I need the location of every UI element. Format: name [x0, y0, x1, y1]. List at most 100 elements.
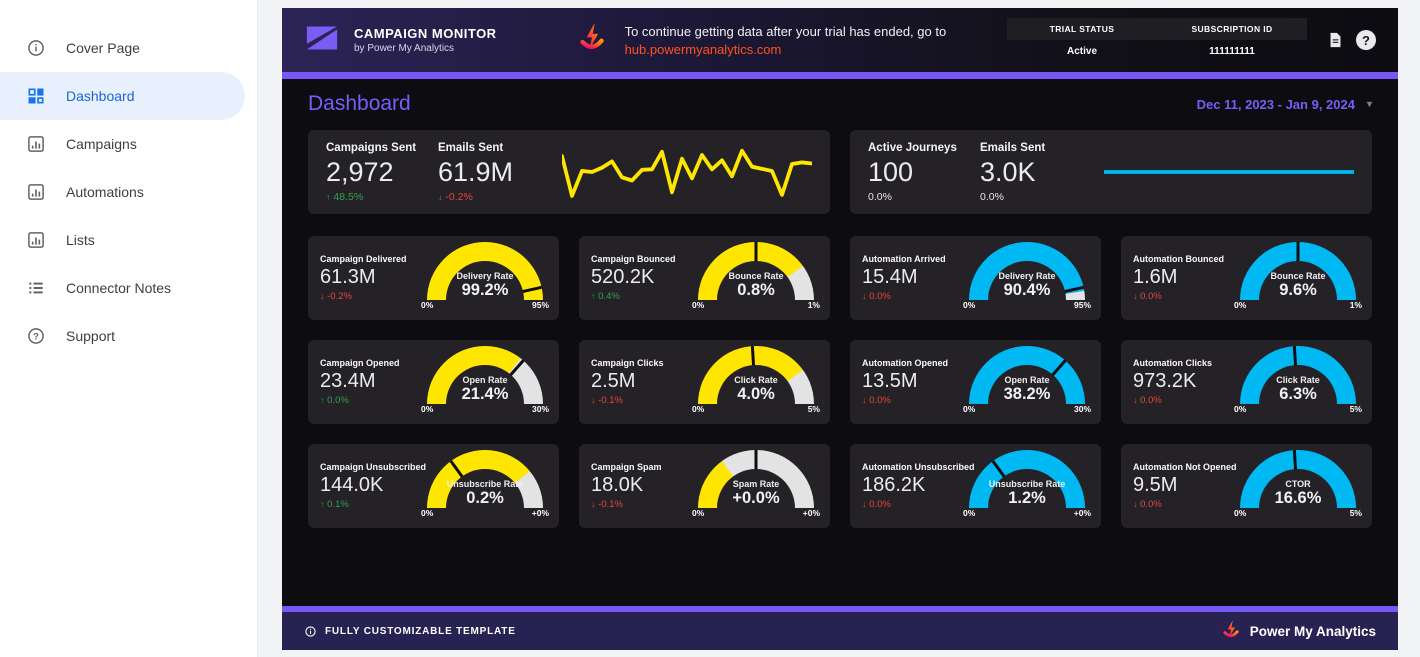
footer-text: FULLY CUSTOMIZABLE TEMPLATE	[325, 625, 516, 637]
gauge-min-label: 0%	[1234, 404, 1247, 414]
gauge-delta: ↓ 0.0%	[862, 291, 891, 302]
sidebar-item-lists[interactable]: Lists	[0, 216, 245, 264]
delta-arrow-icon: ↓	[862, 395, 867, 405]
sidebar-item-cover-page[interactable]: Cover Page	[0, 24, 245, 72]
date-range-value: Dec 11, 2023 - Jan 9, 2024	[1196, 96, 1355, 112]
down-arrow-icon: ↓	[438, 191, 443, 202]
campaign-monitor-brand: CAMPAIGN MONITOR by Power My Analytics	[304, 20, 497, 61]
gauge-rate-label: Bounce Rate	[728, 271, 784, 281]
delta-arrow-icon: ↓	[1133, 395, 1138, 405]
gauge-chart: Unsubscribe Rate 1.2% 0% +0%	[963, 450, 1091, 518]
gauge-card: Automation Opened 13.5M ↓ 0.0% Open Rate…	[850, 340, 1101, 424]
gauge-card: Automation Arrived 15.4M ↓ 0.0% Delivery…	[850, 236, 1101, 320]
gauge-rate-label: Bounce Rate	[1270, 271, 1326, 281]
gauge-title: Campaign Spam	[591, 462, 662, 472]
gauge-rate-value: +0.0%	[732, 489, 780, 507]
brand-subtitle: by Power My Analytics	[354, 43, 455, 54]
gauge-min-label: 0%	[421, 508, 434, 518]
gauge-rate-label: Unsubscribe Rate	[988, 479, 1066, 489]
gauge-value: 61.3M	[320, 266, 376, 288]
gauge-rate-label: Open Rate	[1004, 375, 1050, 385]
gauge-rate-value: 0.2%	[466, 489, 504, 507]
chart-icon	[26, 182, 46, 202]
chevron-down-icon: ▾	[1366, 98, 1372, 110]
gauge-max-label: +0%	[1073, 508, 1091, 518]
sidebar-item-automations[interactable]: Automations	[0, 168, 245, 216]
delta-arrow-icon: ↑	[591, 291, 596, 301]
gauge-value: 973.2K	[1133, 370, 1197, 392]
gauge-grid: Campaign Delivered 61.3M ↓ -0.2% Deliver…	[308, 236, 1372, 528]
sidebar-item-dashboard[interactable]: Dashboard	[0, 72, 245, 120]
gauge-title: Automation Clicks	[1133, 358, 1213, 368]
gauge-chart: Open Rate 21.4% 0% 30%	[421, 346, 549, 414]
trial-notice-link[interactable]: hub.powermyanalytics.com	[624, 41, 782, 57]
gauge-card: Campaign Spam 18.0K ↓ -0.1% Spam Rate +0…	[579, 444, 830, 528]
svg-text:?: ?	[33, 331, 39, 341]
gauge-chart: Unsubscribe Rate 0.2% 0% +0%	[421, 450, 549, 518]
gauge-max-label: 95%	[531, 300, 549, 310]
metric-active-journeys: Active Journeys 100 0.0%	[868, 141, 957, 203]
gauge-chart: Delivery Rate 99.2% 0% 95%	[421, 242, 549, 310]
trial-status-value: Active	[1066, 45, 1097, 57]
gauge-chart: Delivery Rate 90.4% 0% 95%	[963, 242, 1091, 310]
sidebar-item-support[interactable]: ? Support	[0, 312, 245, 360]
gauge-min-label: 0%	[963, 508, 976, 518]
trial-status-header: TRIAL STATUS	[1049, 23, 1115, 34]
gauge-max-label: 5%	[1349, 404, 1362, 414]
gauge-min-label: 0%	[963, 300, 976, 310]
kpi-card-campaigns: Campaigns Sent 2,972 ↑ 48.5% Emails Sent…	[308, 130, 830, 214]
sidebar-item-label: Cover Page	[66, 40, 140, 56]
gauge-min-label: 0%	[421, 300, 434, 310]
gauge-title: Automation Opened	[862, 358, 948, 368]
sidebar-item-label: Connector Notes	[66, 280, 172, 296]
gauge-delta: ↓ 0.0%	[1133, 395, 1162, 406]
gauge-max-label: 1%	[1349, 300, 1362, 310]
gauge-title: Campaign Delivered	[320, 254, 407, 264]
gauge-rate-value: 0.8%	[737, 281, 775, 299]
delta-arrow-icon: ↓	[862, 499, 867, 509]
gauge-max-label: 5%	[1349, 508, 1362, 518]
delta-arrow-icon: ↑	[320, 499, 325, 509]
chart-icon	[26, 230, 46, 250]
gauge-rate-label: Unsubscribe Rate	[446, 479, 524, 489]
gauge-max-label: 5%	[807, 404, 820, 414]
delta-arrow-icon: ↑	[320, 395, 325, 405]
gauge-rate-label: Delivery Rate	[456, 271, 514, 281]
page-title: Dashboard	[308, 92, 411, 115]
accent-bar-top	[282, 72, 1398, 79]
gauge-rate-value: 16.6%	[1274, 489, 1322, 507]
gauge-rate-label: Open Rate	[462, 375, 508, 385]
help-icon[interactable]: ?	[1356, 30, 1376, 50]
gauge-delta: ↓ 0.0%	[862, 395, 891, 406]
delta-arrow-icon: ↓	[591, 499, 596, 509]
gauge-value: 9.5M	[1133, 474, 1178, 496]
sidebar-item-connector-notes[interactable]: Connector Notes	[0, 264, 245, 312]
report-sidebar: Cover Page Dashboard Campaigns Automatio…	[0, 0, 258, 657]
chart-icon	[26, 134, 46, 154]
delta-arrow-icon: ↓	[862, 291, 867, 301]
gauge-chart: Click Rate 4.0% 0% 5%	[692, 346, 820, 414]
trial-status-table: TRIAL STATUS SUBSCRIPTION ID Active 1111…	[1007, 17, 1307, 63]
gauge-value: 1.6M	[1133, 266, 1178, 288]
gauge-max-label: +0%	[531, 508, 549, 518]
gauge-delta: ↓ -0.1%	[591, 499, 623, 510]
date-range-picker[interactable]: Dec 11, 2023 - Jan 9, 2024 ▾	[1197, 97, 1372, 112]
sidebar-item-label: Support	[66, 328, 116, 344]
gauge-title: Automation Not Opened	[1133, 462, 1237, 472]
gauge-delta: ↓ -0.1%	[591, 395, 623, 406]
document-icon[interactable]	[1327, 30, 1344, 50]
sidebar-item-campaigns[interactable]: Campaigns	[0, 120, 245, 168]
gauge-value: 2.5M	[591, 370, 636, 392]
campaigns-sparkline	[562, 142, 812, 202]
delta-arrow-icon: ↓	[1133, 499, 1138, 509]
trial-notice: To continue getting data after your tria…	[575, 21, 946, 60]
gauge-min-label: 0%	[421, 404, 434, 414]
gauge-title: Automation Bounced	[1133, 254, 1224, 264]
gauge-card: Campaign Opened 23.4M ↑ 0.0% Open Rate 2…	[308, 340, 559, 424]
brand-title: CAMPAIGN MONITOR	[354, 26, 497, 41]
gauge-delta: ↓ -0.2%	[320, 291, 352, 302]
gauge-min-label: 0%	[692, 300, 705, 310]
gauge-delta: ↑ 0.1%	[320, 499, 349, 510]
gauge-title: Automation Arrived	[862, 254, 946, 264]
subscription-id-value: 111111111	[1209, 45, 1255, 57]
